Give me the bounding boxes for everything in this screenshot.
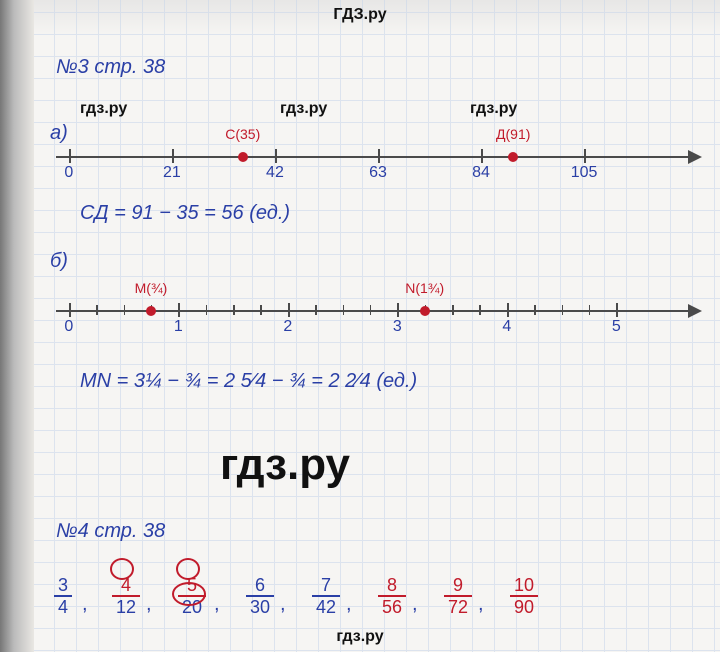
axis-b-tick	[397, 303, 399, 317]
comma: ,	[146, 593, 152, 616]
comma: ,	[346, 593, 352, 616]
point-c-dot	[238, 152, 248, 162]
axis-a-arrow	[688, 150, 702, 164]
axis-b-tick	[507, 303, 509, 317]
axis-b-num: 0	[64, 318, 73, 336]
circle-d-20	[172, 582, 206, 606]
frac-8-d: 90	[510, 598, 538, 616]
point-m-dot	[146, 306, 156, 316]
axis-b-minor	[479, 305, 481, 315]
axis-a-num: 0	[64, 164, 73, 182]
point-n-label: N(1¾)	[405, 280, 444, 296]
frac-8: 10 90	[510, 576, 538, 616]
axis-b-arrow	[688, 304, 702, 318]
axis-b: 0 1 2 3 4 5 M(¾) N(1¾)	[56, 282, 700, 342]
frac-7-n: 9	[444, 576, 472, 594]
axis-b-num: 3	[393, 318, 402, 336]
axis-b-minor	[124, 305, 126, 315]
notebook-page: ГДЗ.ру гдз.ру гдз.ру гдз.ру гдз.ру гдз.р…	[0, 0, 720, 652]
frac-6-n: 8	[378, 576, 406, 594]
ex4-title: №4 стр. 38	[56, 520, 165, 543]
axis-a-tick	[481, 149, 483, 163]
watermark-small-1: гдз.ру	[80, 100, 127, 118]
watermark-big: гдз.ру	[220, 440, 350, 490]
watermark-small-3: гдз.ру	[470, 100, 517, 118]
axis-b-tick	[616, 303, 618, 317]
point-d-dot	[508, 152, 518, 162]
frac-2-d: 12	[112, 598, 140, 616]
axis-b-tick	[69, 303, 71, 317]
axis-b-num: 2	[283, 318, 292, 336]
ex3b-equation: MN = 3¼ − ¾ = 2 5⁄4 − ¾ = 2 2⁄4 (ед.)	[80, 370, 417, 393]
comma: ,	[280, 593, 286, 616]
frac-1-n: 3	[54, 576, 72, 594]
axis-b-minor	[233, 305, 235, 315]
axis-b-minor	[534, 305, 536, 315]
ex4-fractions: 3 4 , 4 12 , 5 20 , 6 30 , 7 42	[54, 560, 700, 616]
comma: ,	[82, 593, 88, 616]
axis-a-num: 84	[472, 164, 490, 182]
frac-5-d: 42	[312, 598, 340, 616]
axis-a-tick	[69, 149, 71, 163]
ex3-title: №3 стр. 38	[56, 56, 165, 79]
point-n-dot	[420, 306, 430, 316]
ex3b-label: б)	[50, 250, 68, 273]
axis-b-minor	[96, 305, 98, 315]
header-watermark: ГДЗ.ру	[0, 6, 720, 24]
book-spine	[0, 0, 34, 652]
frac-7-d: 72	[444, 598, 472, 616]
ex3a-equation: CД = 91 − 35 = 56 (ед.)	[80, 202, 290, 225]
circle-n-5	[176, 558, 200, 580]
axis-b-minor	[343, 305, 345, 315]
frac-5-n: 7	[312, 576, 340, 594]
axis-b-minor	[315, 305, 317, 315]
axis-b-num: 4	[502, 318, 511, 336]
frac-4-d: 30	[246, 598, 274, 616]
watermark-small-2: гдз.ру	[280, 100, 327, 118]
axis-a: 0 21 42 63 84 105 C(35) Д(91)	[56, 128, 700, 188]
frac-4: 6 30	[246, 576, 274, 616]
axis-b-minor	[370, 305, 372, 315]
axis-b-tick	[178, 303, 180, 317]
comma: ,	[214, 593, 220, 616]
circle-n-4	[110, 558, 134, 580]
comma: ,	[478, 593, 484, 616]
axis-a-num: 21	[163, 164, 181, 182]
axis-b-minor	[452, 305, 454, 315]
axis-b-minor	[562, 305, 564, 315]
axis-b-minor	[260, 305, 262, 315]
axis-b-minor	[206, 305, 208, 315]
axis-b-num: 5	[612, 318, 621, 336]
frac-1: 3 4	[54, 576, 72, 616]
frac-7: 9 72	[444, 576, 472, 616]
frac-5: 7 42	[312, 576, 340, 616]
axis-b-minor	[589, 305, 591, 315]
frac-4-n: 6	[246, 576, 274, 594]
point-m-label: M(¾)	[135, 280, 168, 296]
axis-a-tick	[172, 149, 174, 163]
frac-6: 8 56	[378, 576, 406, 616]
axis-a-tick	[275, 149, 277, 163]
frac-1-d: 4	[54, 598, 72, 616]
axis-b-num: 1	[174, 318, 183, 336]
axis-b-tick	[288, 303, 290, 317]
point-d-label: Д(91)	[496, 126, 530, 142]
frac-2: 4 12	[112, 576, 140, 616]
frac-6-d: 56	[378, 598, 406, 616]
frac-8-n: 10	[510, 576, 538, 594]
point-c-label: C(35)	[225, 126, 260, 142]
axis-a-num: 63	[369, 164, 387, 182]
comma: ,	[412, 593, 418, 616]
footer-watermark: гдз.ру	[0, 628, 720, 646]
axis-a-tick	[584, 149, 586, 163]
axis-a-num: 42	[266, 164, 284, 182]
axis-a-num: 105	[571, 164, 598, 182]
axis-a-tick	[378, 149, 380, 163]
